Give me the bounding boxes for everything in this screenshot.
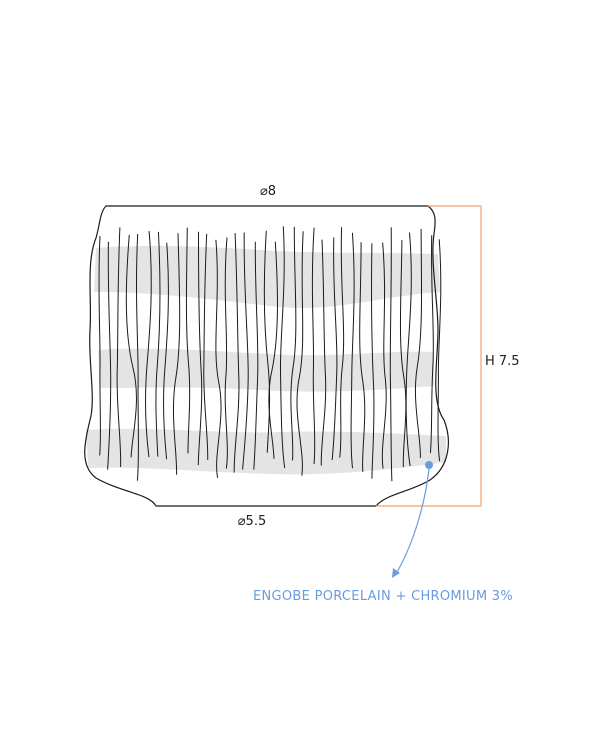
texture-line bbox=[116, 227, 122, 468]
top-diameter-label: ⌀8 bbox=[260, 184, 276, 199]
texture-line bbox=[405, 232, 412, 467]
texture-line bbox=[296, 231, 304, 476]
texture-line bbox=[107, 241, 112, 470]
callout-dot bbox=[425, 461, 433, 469]
texture-line bbox=[135, 233, 139, 481]
texture-line bbox=[233, 233, 240, 473]
texture-line bbox=[311, 227, 316, 465]
texture-line bbox=[224, 237, 228, 469]
texture-line bbox=[163, 242, 169, 460]
callout-leader-line bbox=[395, 468, 430, 575]
texture-line bbox=[437, 239, 442, 462]
material-note: ENGOBE PORCELAIN + CHROMIUM 3% bbox=[253, 589, 513, 604]
texture-line bbox=[125, 234, 137, 458]
texture-line bbox=[389, 227, 393, 482]
texture-line bbox=[350, 232, 355, 469]
texture-line bbox=[371, 243, 375, 479]
texture-line bbox=[268, 241, 278, 459]
texture-line bbox=[429, 235, 434, 454]
texture-line bbox=[279, 226, 286, 469]
texture-line bbox=[98, 236, 101, 456]
texture-line bbox=[172, 233, 181, 475]
callout-arrowhead bbox=[392, 568, 400, 578]
texture-line bbox=[331, 237, 338, 461]
texture-line bbox=[359, 242, 366, 472]
cup-outline bbox=[84, 205, 449, 507]
height-dimension bbox=[376, 205, 482, 507]
texture-line bbox=[253, 241, 259, 470]
texture-line bbox=[290, 226, 297, 461]
texture-line bbox=[215, 239, 222, 478]
texture-line bbox=[185, 227, 191, 454]
texture-line bbox=[203, 233, 209, 460]
texture-line bbox=[320, 239, 327, 466]
texture-line bbox=[414, 228, 423, 459]
texture-line bbox=[399, 240, 407, 468]
texture-line bbox=[381, 242, 387, 469]
height-label: H 7.5 bbox=[485, 354, 520, 369]
texture-lines bbox=[98, 226, 442, 482]
texture-line bbox=[242, 232, 249, 470]
material-callout bbox=[392, 461, 433, 578]
glaze-bands bbox=[86, 245, 446, 475]
texture-line bbox=[339, 227, 345, 458]
texture-line bbox=[197, 231, 203, 466]
glaze-band-top bbox=[94, 245, 440, 309]
texture-line bbox=[155, 231, 161, 457]
texture-line bbox=[145, 231, 152, 458]
glaze-band-middle bbox=[98, 348, 434, 392]
texture-line bbox=[263, 230, 271, 453]
bottom-diameter-label: ⌀5.5 bbox=[238, 514, 267, 529]
